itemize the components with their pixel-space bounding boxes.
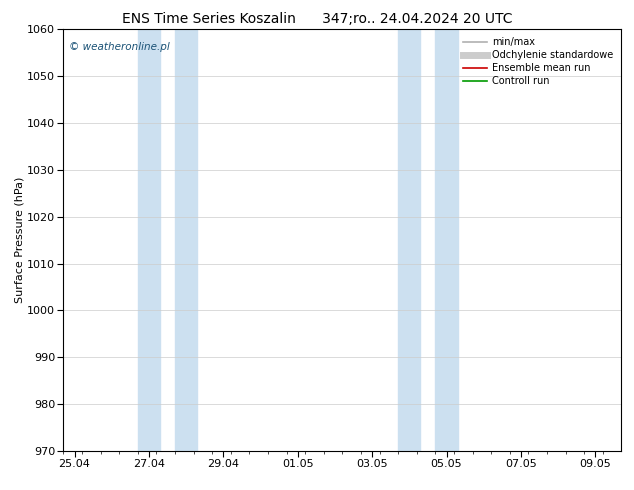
Bar <box>175 29 197 451</box>
Y-axis label: Surface Pressure (hPa): Surface Pressure (hPa) <box>14 177 24 303</box>
Text: ENS Time Series Koszalin      347;ro.. 24.04.2024 20 UTC: ENS Time Series Koszalin 347;ro.. 24.04.… <box>122 12 512 26</box>
Legend: min/max, Odchylenie standardowe, Ensemble mean run, Controll run: min/max, Odchylenie standardowe, Ensembl… <box>460 34 616 89</box>
Bar <box>436 29 458 451</box>
Bar <box>398 29 420 451</box>
Bar <box>138 29 160 451</box>
Text: © weatheronline.pl: © weatheronline.pl <box>69 42 170 52</box>
